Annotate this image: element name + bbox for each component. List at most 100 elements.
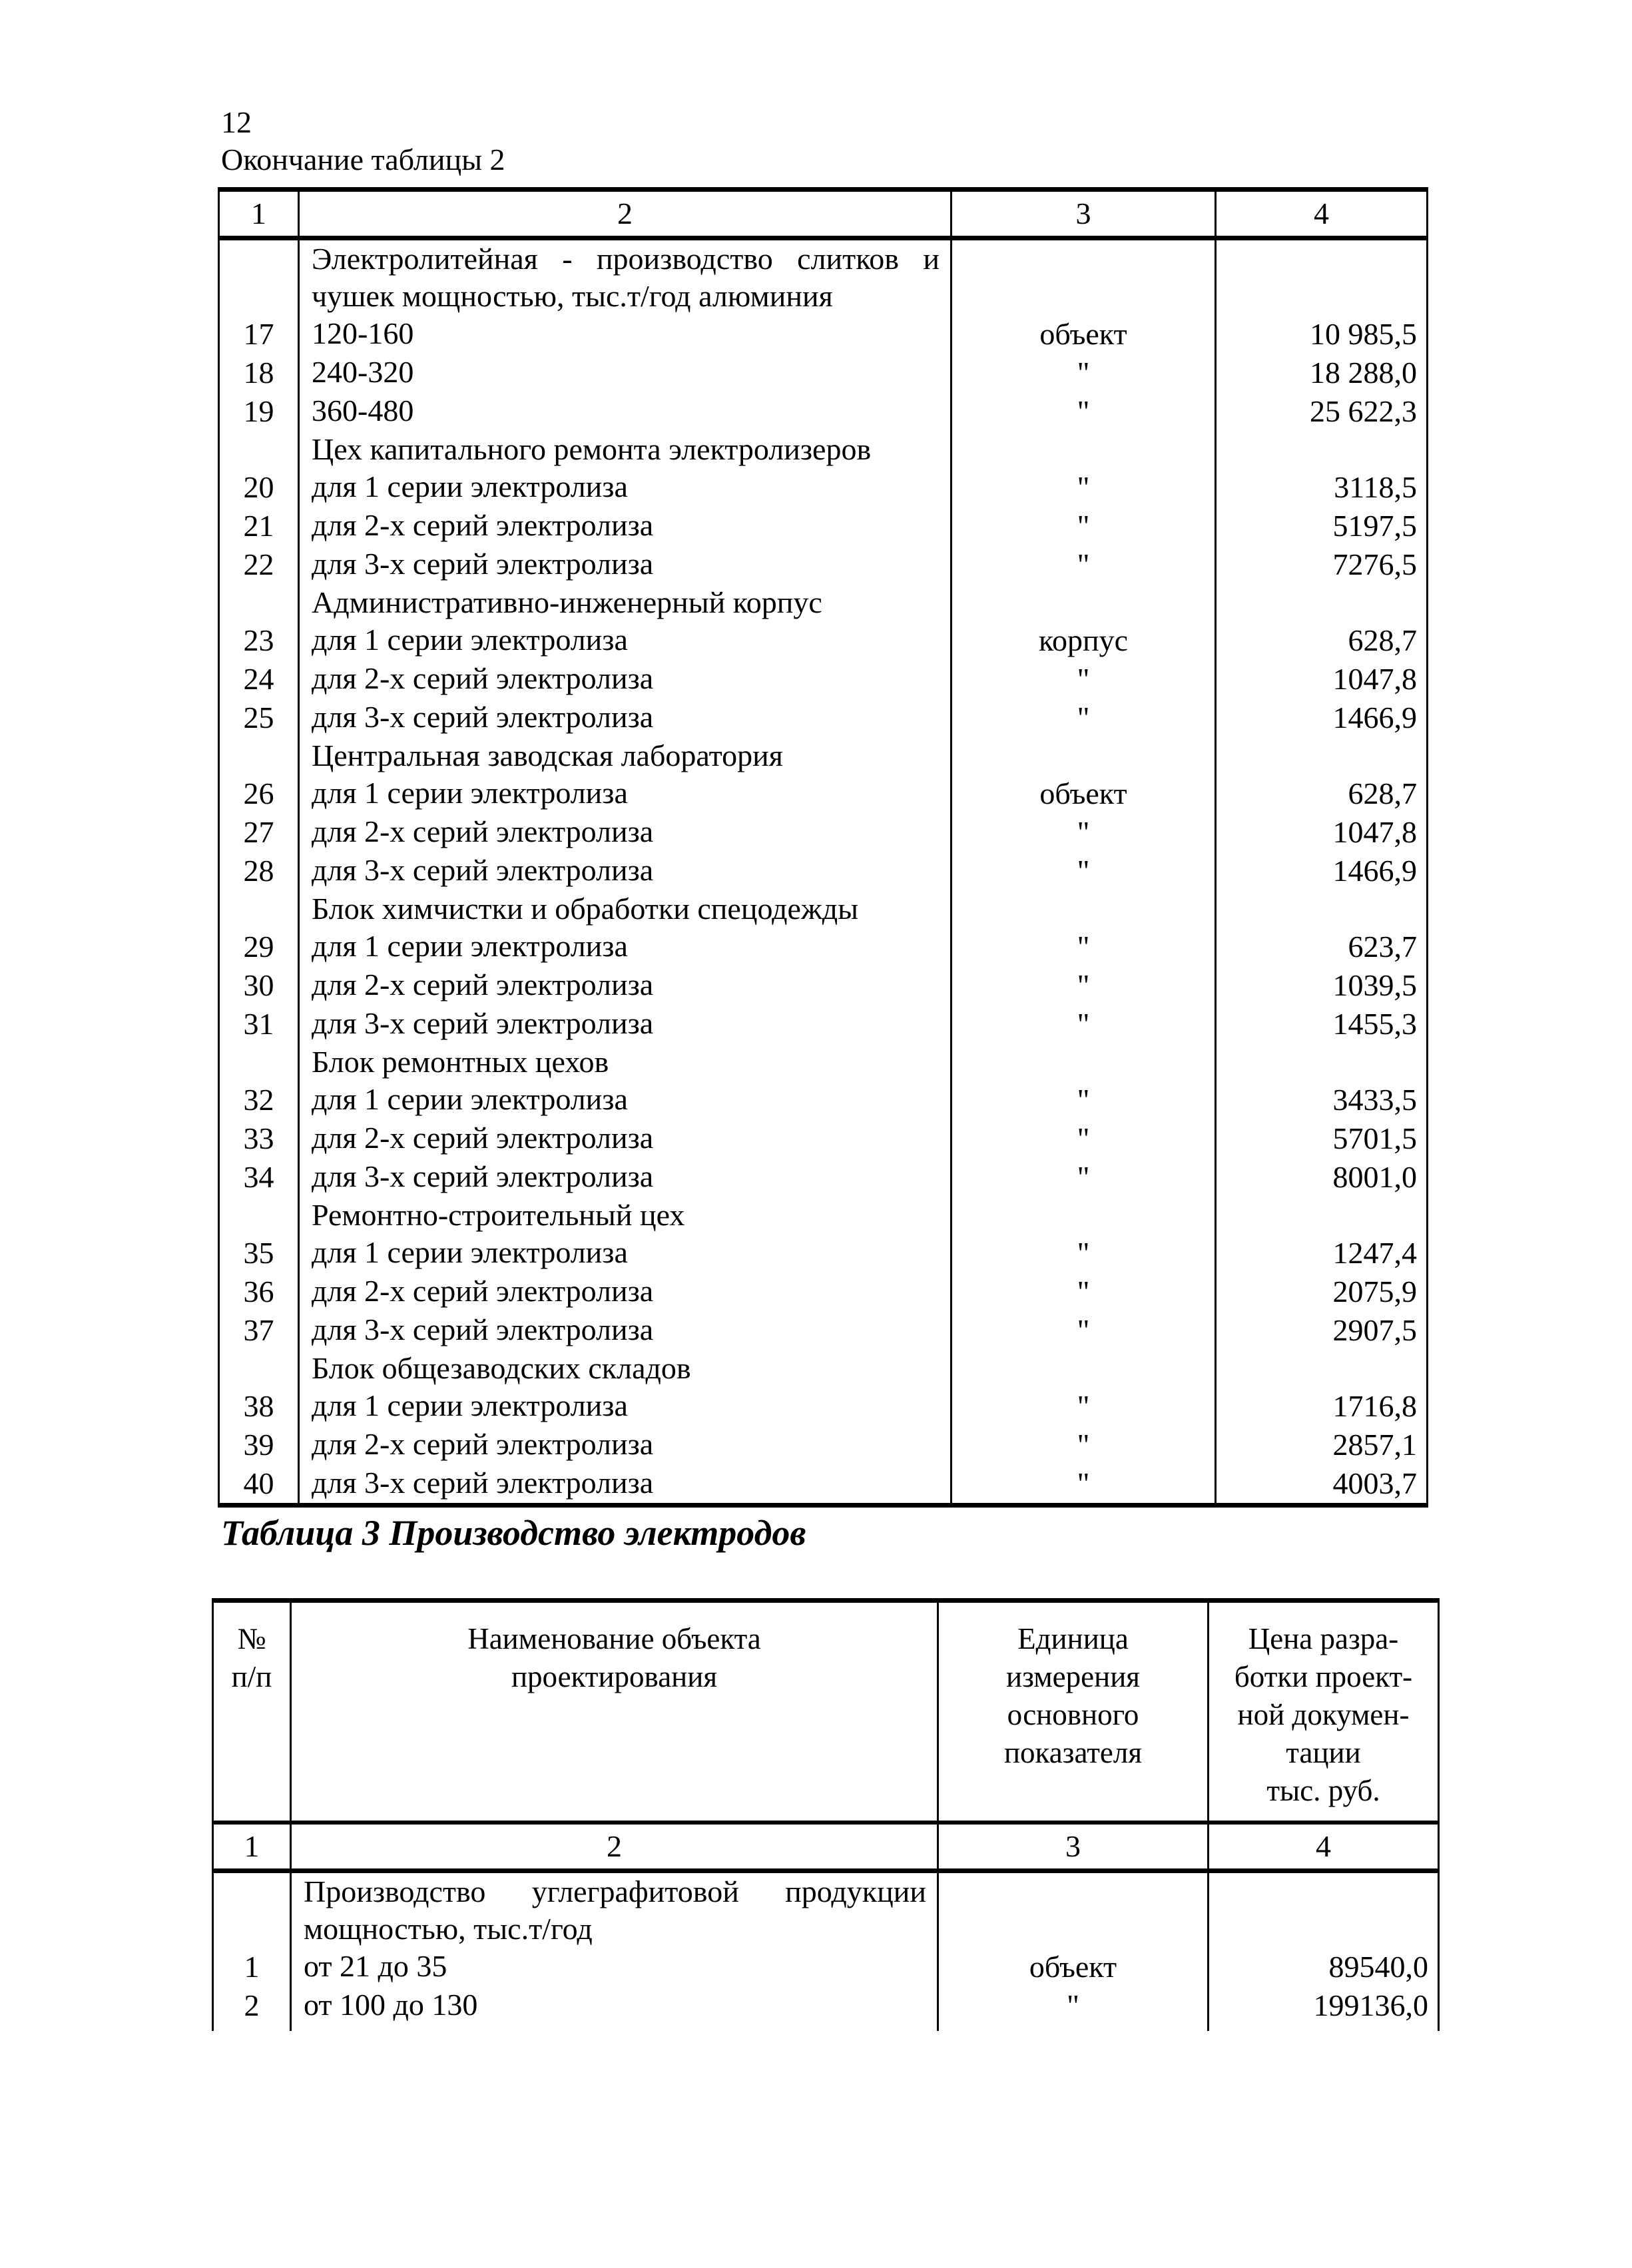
table-row: 39 для 2-х серий электролиза " 2857,1 xyxy=(218,1426,1428,1464)
row-number-cell: 24 xyxy=(218,660,300,699)
unit-cell: " xyxy=(950,852,1217,890)
row-number-cell: 20 xyxy=(218,468,300,507)
table-row: 40 для 3-х серий электролиза " 4003,7 xyxy=(218,1464,1428,1506)
item-name-cell: для 1 серии электролиза xyxy=(298,621,952,660)
row-number-cell: 19 xyxy=(218,392,300,431)
row-number-cell xyxy=(218,1043,300,1081)
table-row: 35 для 1 серии электролиза " 1247,4 xyxy=(218,1234,1428,1273)
unit-cell: " xyxy=(950,1158,1217,1197)
group-row: Блок общезаводских складов xyxy=(218,1350,1428,1387)
price-cell: 2907,5 xyxy=(1215,1311,1428,1350)
item-name-cell: для 1 серии электролиза xyxy=(298,928,952,966)
item-name-cell: для 2-х серий электролиза xyxy=(298,507,952,545)
row-number-cell: 40 xyxy=(218,1464,300,1506)
row-number-cell: 27 xyxy=(218,813,300,852)
item-name-cell: для 2-х серий электролиза xyxy=(298,1273,952,1311)
price-cell: 3433,5 xyxy=(1215,1081,1428,1119)
column-number-2: 2 xyxy=(290,1823,939,1873)
table-row: 38 для 1 серии электролиза " 1716,8 xyxy=(218,1387,1428,1426)
item-name-cell: для 3-х серий электролиза xyxy=(298,1311,952,1350)
row-number-cell: 33 xyxy=(218,1119,300,1158)
header-object-name: Наименование объекта проектирования xyxy=(290,1600,939,1825)
price-cell xyxy=(1215,1043,1428,1081)
unit-cell: " xyxy=(937,1986,1209,2031)
row-number-cell: 29 xyxy=(218,928,300,966)
row-number-cell xyxy=(218,1350,300,1387)
row-number-cell xyxy=(218,238,300,315)
table-row: 27 для 2-х серий электролиза " 1047,8 xyxy=(218,813,1428,852)
price-cell: 628,7 xyxy=(1215,621,1428,660)
row-number-cell: 38 xyxy=(218,1387,300,1426)
unit-cell xyxy=(950,737,1217,774)
row-number-cell xyxy=(212,1870,292,1948)
column-number-4: 4 xyxy=(1215,189,1428,240)
price-cell: 1716,8 xyxy=(1215,1387,1428,1426)
table-row: 22 для 3-х серий электролиза " 7276,5 xyxy=(218,545,1428,584)
table-row: 2 от 100 до 130 " 199136,0 xyxy=(212,1986,1440,2031)
item-name-cell: для 1 серии электролиза xyxy=(298,1387,952,1426)
price-cell xyxy=(1215,431,1428,468)
item-name-cell: 240-320 xyxy=(298,354,952,392)
unit-cell: " xyxy=(950,1464,1217,1506)
table-row: 1 от 21 до 35 объект 89540,0 xyxy=(212,1948,1440,1986)
item-name-cell: для 3-х серий электролиза xyxy=(298,1158,952,1197)
unit-cell: объект xyxy=(937,1948,1209,1986)
item-name-cell: для 1 серии электролиза xyxy=(298,1081,952,1119)
unit-cell xyxy=(950,890,1217,928)
unit-cell: " xyxy=(950,813,1217,852)
row-number-cell: 39 xyxy=(218,1426,300,1464)
table-row: 31 для 3-х серий электролиза " 1455,3 xyxy=(218,1005,1428,1043)
price-cell: 1466,9 xyxy=(1215,699,1428,737)
price-cell xyxy=(1215,584,1428,621)
table-row: 37 для 3-х серий электролиза " 2907,5 xyxy=(218,1311,1428,1350)
item-name-cell: для 3-х серий электролиза xyxy=(298,699,952,737)
group-row: Блок химчистки и обработки спецодежды xyxy=(218,890,1428,928)
column-number-3: 3 xyxy=(950,189,1217,240)
item-name-cell: Электролитейная - производство слитков и… xyxy=(298,238,952,315)
row-number-cell xyxy=(218,584,300,621)
price-cell: 199136,0 xyxy=(1207,1986,1440,2031)
price-cell: 3118,5 xyxy=(1215,468,1428,507)
unit-cell: " xyxy=(950,354,1217,392)
price-cell: 5197,5 xyxy=(1215,507,1428,545)
row-number-cell xyxy=(218,890,300,928)
unit-cell xyxy=(937,1870,1209,1948)
item-name-cell: от 21 до 35 xyxy=(290,1948,939,1986)
price-cell: 89540,0 xyxy=(1207,1948,1440,1986)
item-name-cell: для 3-х серий электролиза xyxy=(298,545,952,584)
item-name-line: Производство углеграфитовой продукции xyxy=(304,1874,926,1908)
table-row: 25 для 3-х серий электролиза " 1466,9 xyxy=(218,699,1428,737)
unit-cell: " xyxy=(950,1387,1217,1426)
unit-cell: " xyxy=(950,1311,1217,1350)
price-cell xyxy=(1215,890,1428,928)
unit-cell: " xyxy=(950,928,1217,966)
table-row: 23 для 1 серии электролиза корпус 628,7 xyxy=(218,621,1428,660)
table2-column-numbers-row: 1 2 3 4 xyxy=(218,189,1428,240)
table2-caption: Окончание таблицы 2 xyxy=(221,142,505,176)
row-number-cell: 25 xyxy=(218,699,300,737)
item-name-cell: Центральная заводская лаборатория xyxy=(298,737,952,774)
column-number-1: 1 xyxy=(218,189,300,240)
price-cell: 8001,0 xyxy=(1215,1158,1428,1197)
row-number-cell xyxy=(218,431,300,468)
unit-cell xyxy=(950,1350,1217,1387)
price-cell xyxy=(1215,1197,1428,1234)
table-row: 29 для 1 серии электролиза " 623,7 xyxy=(218,928,1428,966)
row-number-cell: 31 xyxy=(218,1005,300,1043)
row-number-cell xyxy=(218,1197,300,1234)
table-row: 36 для 2-х серий электролиза " 2075,9 xyxy=(218,1273,1428,1311)
price-cell: 628,7 xyxy=(1215,774,1428,813)
row-number-cell: 18 xyxy=(218,354,300,392)
item-name-cell: Производство углеграфитовой продукции мощ… xyxy=(290,1870,939,1948)
row-number-cell: 26 xyxy=(218,774,300,813)
row-number-cell: 17 xyxy=(218,315,300,354)
price-cell: 1047,8 xyxy=(1215,813,1428,852)
table-row: 17 120-160 объект 10 985,5 xyxy=(218,315,1428,354)
table2-continuation: 1 2 3 4 Электролитейная - производство с… xyxy=(218,187,1428,1508)
price-cell xyxy=(1215,1350,1428,1387)
row-number-cell: 21 xyxy=(218,507,300,545)
item-name-cell: Блок общезаводских складов xyxy=(298,1350,952,1387)
unit-cell: " xyxy=(950,699,1217,737)
table-row: 20 для 1 серии электролиза " 3118,5 xyxy=(218,468,1428,507)
group-row: Производство углеграфитовой продукции мощ… xyxy=(212,1870,1440,1948)
